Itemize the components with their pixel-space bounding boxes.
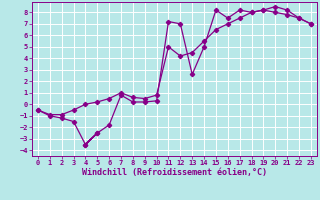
X-axis label: Windchill (Refroidissement éolien,°C): Windchill (Refroidissement éolien,°C): [82, 168, 267, 177]
